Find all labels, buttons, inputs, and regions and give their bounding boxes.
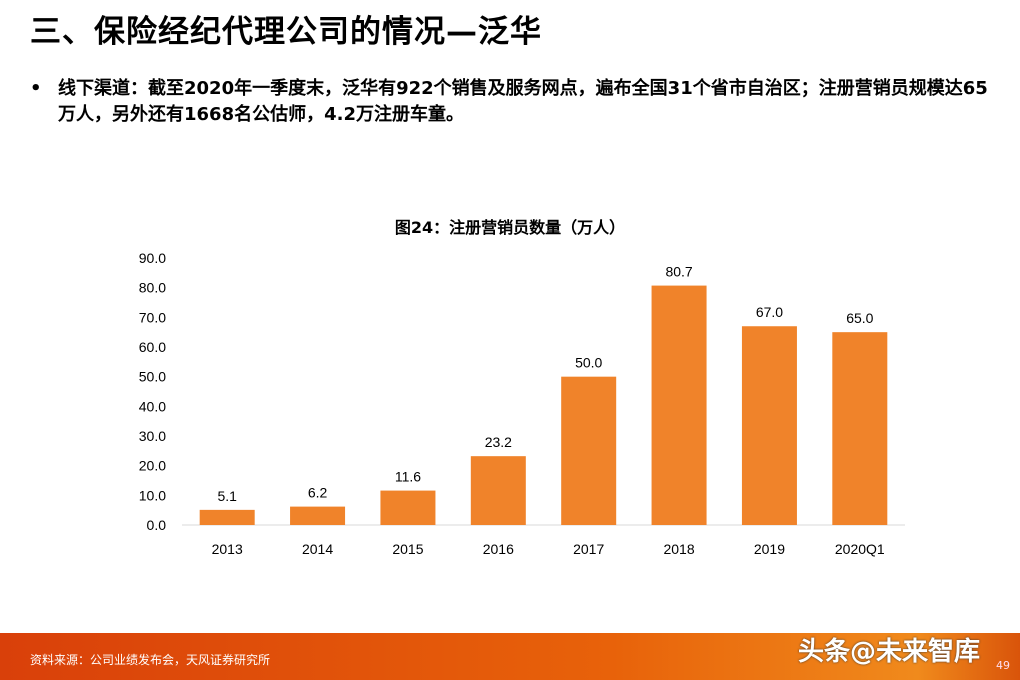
y-tick-label: 90.0 bbox=[139, 250, 166, 266]
x-tick-label: 2013 bbox=[212, 541, 243, 557]
y-tick-label: 70.0 bbox=[139, 309, 166, 325]
y-tick-label: 80.0 bbox=[139, 280, 166, 296]
x-tick-label: 2016 bbox=[483, 541, 514, 557]
data-label: 67.0 bbox=[756, 304, 783, 320]
source-note: 资料来源：公司业绩发布会，天风证券研究所 bbox=[30, 653, 271, 667]
y-tick-label: 10.0 bbox=[139, 487, 166, 503]
y-tick-label: 60.0 bbox=[139, 339, 166, 355]
chart-title: 图24：注册营销员数量（万人） bbox=[394, 218, 626, 237]
data-label: 23.2 bbox=[485, 434, 512, 450]
data-label: 5.1 bbox=[217, 488, 237, 504]
y-tick-label: 30.0 bbox=[139, 428, 166, 444]
x-tick-label: 2015 bbox=[392, 541, 423, 557]
data-label: 50.0 bbox=[575, 355, 602, 371]
y-tick-label: 0.0 bbox=[147, 517, 167, 533]
bar-chart: 0.0 10.0 20.0 30.0 40.0 50.0 60.0 70.0 80.0 90.0 5… bbox=[139, 250, 905, 557]
x-tick-label: 2017 bbox=[573, 541, 604, 557]
page-title: 三、保险经纪代理公司的情况—泛华 bbox=[30, 14, 542, 50]
watermark: 头条@未来智库 bbox=[797, 637, 980, 667]
y-tick-label: 40.0 bbox=[139, 398, 166, 414]
bar-2016 bbox=[470, 456, 526, 525]
bar-2015 bbox=[380, 490, 436, 525]
bullet-point: • 线下渠道：截至2020年一季度末，泛华有922个销售及服务网点，遍布全国31个… bbox=[30, 76, 990, 128]
bar-2014 bbox=[290, 506, 346, 525]
data-label: 80.7 bbox=[665, 264, 692, 280]
x-tick-label: 2018 bbox=[663, 541, 694, 557]
bar-2017 bbox=[561, 376, 617, 525]
y-tick-label: 50.0 bbox=[139, 369, 166, 385]
page-number: 49 bbox=[996, 659, 1010, 672]
x-tick-label: 2019 bbox=[754, 541, 785, 557]
data-label: 65.0 bbox=[846, 310, 873, 326]
footer: 资料来源：公司业绩发布会，天风证券研究所 头条@未来智库 49 bbox=[0, 633, 1020, 680]
bar-2019 bbox=[741, 326, 797, 525]
bullet-icon: • bbox=[30, 78, 42, 99]
bar-2020Q1 bbox=[832, 332, 888, 525]
x-tick-label: 2020Q1 bbox=[835, 541, 885, 557]
data-label: 6.2 bbox=[308, 485, 328, 501]
y-tick-label: 20.0 bbox=[139, 458, 166, 474]
bullet-text: 线下渠道：截至2020年一季度末，泛华有922个销售及服务网点，遍布全国31个省… bbox=[58, 78, 988, 125]
bar-2018 bbox=[651, 285, 707, 525]
bar-2013 bbox=[199, 509, 255, 525]
data-label: 11.6 bbox=[395, 469, 421, 485]
x-tick-label: 2014 bbox=[302, 541, 333, 557]
